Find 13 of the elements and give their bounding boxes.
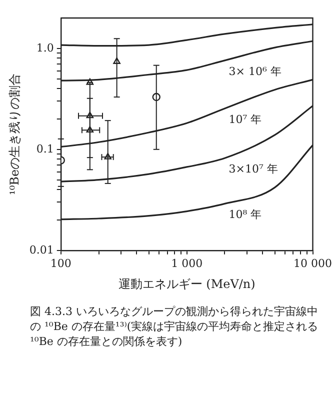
x-tick-label: 100 — [50, 256, 72, 270]
caption: 図 4.3.3 いろいろなグループの観測から得られた宇宙線中の ¹⁰Be の存在量¹³⁾(実線は宇宙線の平均寿命と推定される ¹⁰Be の存在量との関係を表す) — [30, 304, 320, 349]
series-label: 3×10⁷ 年 — [228, 162, 278, 176]
y-tick-label: 0.1 — [36, 142, 54, 156]
x-axis-title: 運動エネルギー (MeV/n) — [118, 276, 256, 291]
y-tick-label: 1.0 — [36, 41, 54, 54]
y-tick-label: 0.01 — [29, 243, 54, 256]
x-tick-label: 10 000 — [294, 256, 332, 270]
series-label: 10⁸ 年 — [228, 208, 262, 222]
series-label: 3× 10⁶ 年 — [228, 64, 282, 78]
series-label: 10⁷ 年 — [228, 112, 262, 126]
x-tick-label: 1 000 — [171, 256, 203, 270]
y-axis-title: ¹⁰Beの生き残りの割合 — [7, 73, 22, 195]
